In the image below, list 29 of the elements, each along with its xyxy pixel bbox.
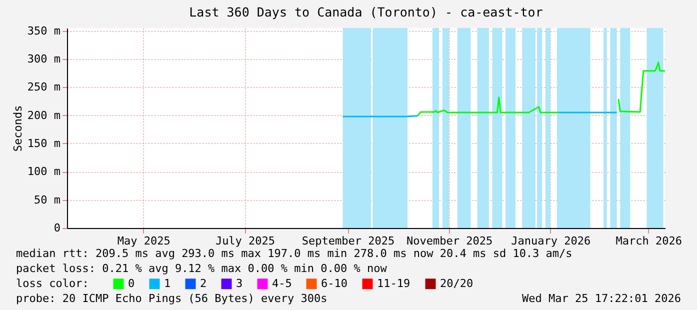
y-tick-label: 250 m <box>27 80 61 94</box>
y-tick-label: 300 m <box>27 52 61 66</box>
x-tick-label: May 2025 <box>117 234 170 248</box>
x-tick-label: January 2026 <box>511 234 591 248</box>
legend-label: 6-10 <box>321 276 348 290</box>
legend-title: loss color: <box>16 277 89 290</box>
legend-label: 2 <box>200 276 207 290</box>
legend-label: 1 <box>164 276 171 290</box>
y-axis-title: Seconds <box>11 105 24 152</box>
y-tick-label: 350 m <box>27 24 61 38</box>
x-tick-label: September 2025 <box>302 234 395 248</box>
legend-label: 0 <box>128 276 135 290</box>
chart-title: Last 360 Days to Canada (Toronto) - ca-east-tor <box>189 4 544 20</box>
text: median rtt: 209.5 ms avg 293.0 ms max 197.0 ms min 278.0 ms now 20.4 ms sd 10.3 am/s <box>16 247 572 260</box>
y-tick-label: 200 m <box>27 108 61 122</box>
x-tick-label: July 2025 <box>215 234 276 248</box>
text: packet loss: 0.21 % avg 9.12 % max 0.00 % min 0.00 % now <box>16 262 388 275</box>
y-tick-label: 100 m <box>27 165 61 178</box>
legend-label: 3 <box>236 276 243 290</box>
y-tick-label: 50 m <box>34 193 61 206</box>
text: Wed Mar 25 17:22:01 2026 <box>522 292 681 305</box>
legend-label: 20/20 <box>440 276 474 290</box>
x-tick-label: March 2026 <box>616 234 682 248</box>
legend-label: 11-19 <box>377 276 410 290</box>
text: probe: 20 ICMP Echo Pings (56 Bytes) every 300s <box>16 292 328 305</box>
y-tick-label: 0 <box>54 222 60 234</box>
legend-label: 4-5 <box>272 276 292 290</box>
y-tick-label: 150 m <box>27 136 61 150</box>
x-tick-label: November 2025 <box>406 234 493 248</box>
